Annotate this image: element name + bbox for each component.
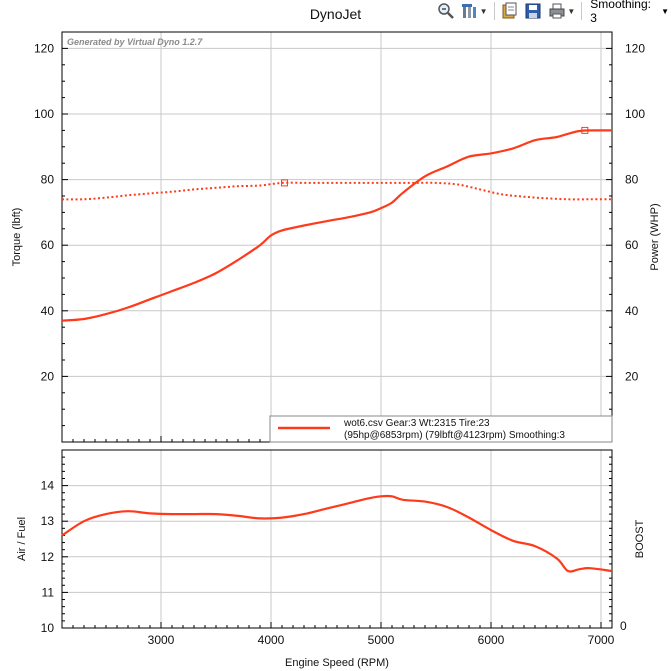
- y-axis-title-left: Air / Fuel: [16, 517, 28, 561]
- watermark-text: Generated by Virtual Dyno 1.2.7: [67, 37, 203, 47]
- y-tick-label-left: 13: [41, 514, 55, 528]
- y-tick-label-right: 100: [625, 107, 645, 121]
- torque-line: [61, 181, 612, 201]
- torque-peak-marker: [281, 179, 289, 187]
- y-tick-label-left: 12: [41, 550, 55, 564]
- save-icon[interactable]: [524, 1, 543, 21]
- y-axis-title-left: Torque (lbft): [11, 208, 23, 267]
- zoom-icon[interactable]: [436, 1, 455, 21]
- toolbar-separator: [493, 2, 495, 20]
- x-tick-label: 6000: [478, 633, 505, 647]
- settings-icon[interactable]: [459, 1, 478, 21]
- torque-power-chart: 20 20 40 40 60 60 80 80 100 100 120 120 Torque (lbft…: [11, 31, 661, 443]
- plot-frame-top: [61, 31, 613, 443]
- y-tick-label-right: 120: [625, 41, 645, 55]
- y-tick-label-left: 100: [34, 107, 54, 121]
- air-fuel-chart: 10 11 12 13 14 0 3000 4000 5000 6000 7000 Air / Fue…: [16, 449, 646, 669]
- y-axis-title-right: Power (WHP): [649, 203, 661, 270]
- legend-line-1: wot6.csv Gear:3 Wt:2315 Tire:23: [343, 418, 490, 429]
- y-tick-label-left: 80: [41, 173, 55, 187]
- toolbar: ▼ ▼ Smoothing: 3 ▼: [436, 0, 671, 25]
- air-fuel-line: [61, 494, 613, 573]
- y-tick-label-left: 120: [34, 41, 54, 55]
- smoothing-label: Smoothing: 3: [590, 0, 651, 25]
- legend-line-2: (95hp@6853rpm) (79lbft@4123rpm) Smoothin…: [344, 430, 565, 441]
- y-tick-label-left: 11: [42, 585, 55, 599]
- y-tick-label-right: 20: [625, 369, 639, 383]
- y-tick-label-left: 10: [41, 621, 55, 635]
- x-tick-label: 4000: [258, 633, 285, 647]
- y-tick-label-left: 60: [41, 238, 55, 252]
- smoothing-dropdown[interactable]: Smoothing: 3 ▼: [588, 0, 671, 25]
- y-tick-label-left: 14: [41, 479, 55, 493]
- chevron-down-icon[interactable]: ▼: [479, 6, 488, 16]
- power-line: [61, 129, 613, 322]
- y-tick-label-right: 0: [620, 619, 627, 633]
- y-tick-label-left: 20: [41, 369, 55, 383]
- chevron-down-icon[interactable]: ▼: [567, 6, 576, 16]
- copy-icon[interactable]: [500, 1, 519, 21]
- x-tick-label: 7000: [588, 633, 615, 647]
- plot-frame-bottom: [61, 449, 613, 629]
- print-icon[interactable]: [547, 1, 566, 21]
- power-peak-marker: [581, 126, 589, 134]
- x-tick-label: 5000: [368, 633, 395, 647]
- toolbar-separator: [581, 2, 583, 20]
- y-tick-label-right: 60: [625, 238, 639, 252]
- chevron-down-icon: ▼: [661, 6, 670, 16]
- y-axis-title-right: BOOST: [634, 519, 646, 558]
- y-tick-label-right: 80: [625, 173, 639, 187]
- x-tick-label: 3000: [148, 633, 175, 647]
- y-tick-label-right: 40: [625, 304, 639, 318]
- y-tick-label-left: 40: [41, 304, 55, 318]
- chart-title: DynoJet: [309, 6, 362, 22]
- x-axis-title: Engine Speed (RPM): [285, 657, 389, 669]
